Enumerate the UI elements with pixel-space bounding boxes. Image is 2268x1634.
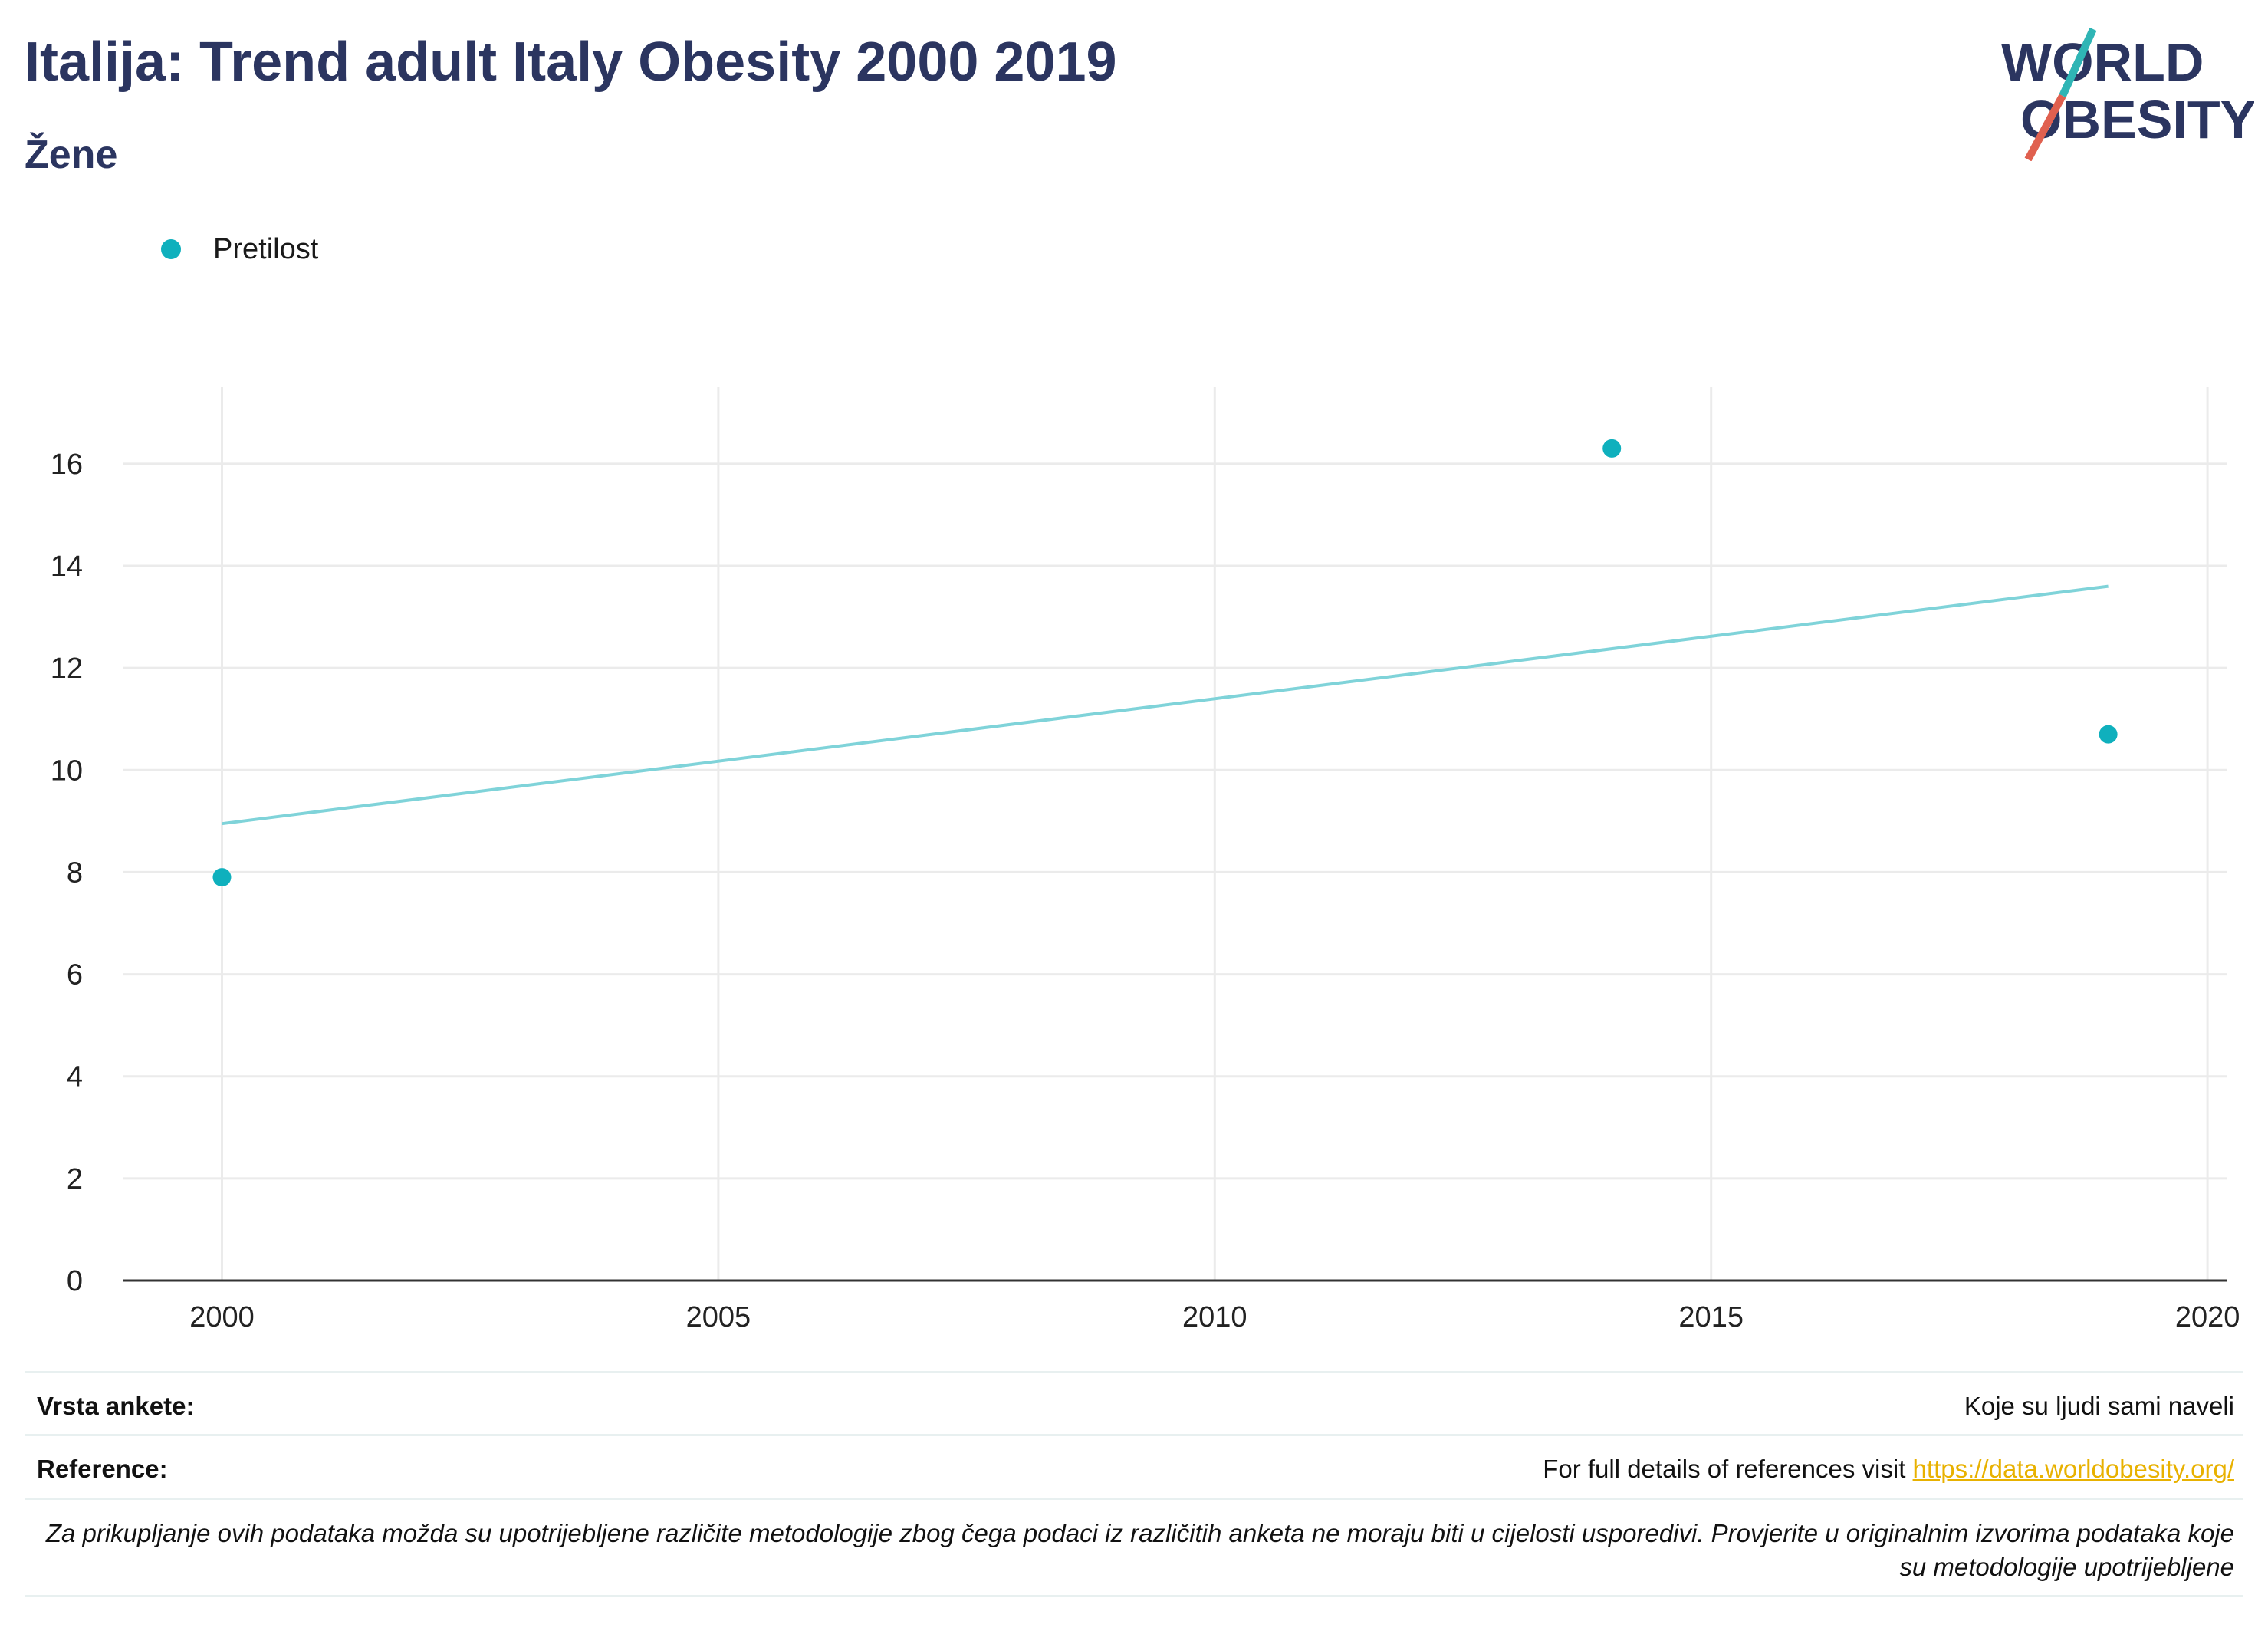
disclaimer-text: Za prikupljanje ovih podataka možda su u… <box>45 1519 2234 1581</box>
references-label: Reference: <box>37 1455 168 1483</box>
y-tick-label: 4 <box>67 1061 83 1093</box>
logo-slash-red <box>2024 94 2066 161</box>
y-tick-label: 16 <box>51 449 83 481</box>
data-point <box>2099 725 2118 744</box>
trend-line <box>222 584 2109 826</box>
x-tick-label: 2005 <box>686 1301 751 1333</box>
scatter-chart: 0 2 4 6 8 10 12 14 16 2000 2005 2010 2015 2020 <box>51 387 2240 1333</box>
survey-type-label: Vrsta ankete: <box>37 1392 195 1420</box>
x-tick-label: 2000 <box>189 1301 255 1333</box>
y-tick-label: 14 <box>51 551 83 583</box>
logo-slash-teal <box>2059 27 2097 98</box>
world-obesity-logo: WORLD OBESITY <box>2001 27 2254 161</box>
x-tick-label: 2015 <box>1678 1301 1744 1333</box>
page-title: Italija: Trend adult Italy Obesity 2000 … <box>25 31 1117 93</box>
y-tick-label: 6 <box>67 959 83 991</box>
y-tick-label: 10 <box>51 755 83 787</box>
legend-label: Pretilost <box>213 232 319 265</box>
references-text: For full details of references visit <box>1543 1455 1913 1483</box>
references-row: Reference: For full details of reference… <box>25 1434 2243 1499</box>
y-tick-label: 0 <box>67 1265 83 1297</box>
legend[interactable]: Pretilost <box>161 230 318 268</box>
data-point <box>1602 439 1622 458</box>
y-tick-label: 8 <box>67 856 83 889</box>
legend-marker-icon <box>161 239 181 259</box>
references-value: For full details of references visit htt… <box>1543 1455 2234 1484</box>
page-subtitle: Žene <box>25 133 118 177</box>
survey-type-row: Vrsta ankete: Koje su ljudi sami naveli <box>25 1371 2243 1436</box>
y-tick-label: 2 <box>67 1163 83 1195</box>
logo-line1: WORLD <box>2001 32 2204 92</box>
data-point <box>212 868 232 887</box>
y-tick-label: 12 <box>51 653 83 685</box>
references-link[interactable]: https://data.worldobesity.org/ <box>1912 1455 2234 1483</box>
disclaimer-row: Za prikupljanje ovih podataka možda su u… <box>25 1498 2243 1597</box>
x-tick-label: 2020 <box>2175 1301 2240 1333</box>
x-tick-label: 2010 <box>1182 1301 1247 1333</box>
survey-type-value: Koje su ljudi sami naveli <box>1964 1392 2234 1420</box>
